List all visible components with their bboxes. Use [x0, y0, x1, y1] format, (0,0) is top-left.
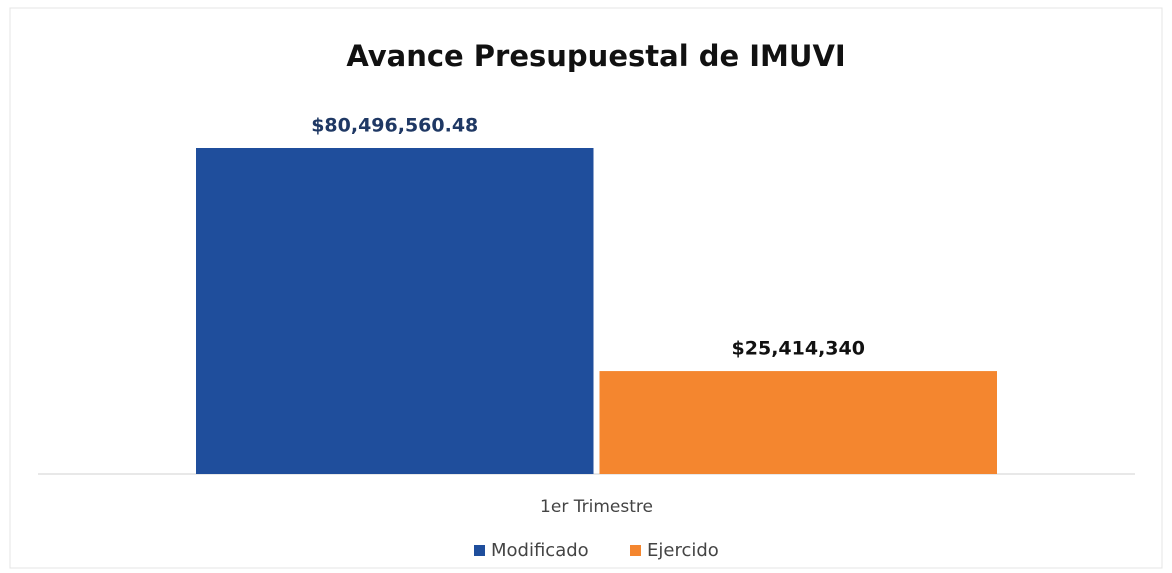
legend-label: Ejercido: [647, 540, 719, 561]
chart-title: Avance Presupuestal de IMUVI: [346, 39, 845, 73]
data-label: $80,496,560.48: [311, 115, 478, 137]
legend-swatch: [630, 545, 641, 556]
data-label: $25,414,340: [732, 338, 865, 360]
legend-swatch: [474, 545, 485, 556]
bar: [599, 371, 997, 474]
chart-border: [9, 7, 1163, 569]
x-tick-label: 1er Trimestre: [540, 497, 653, 517]
legend-label: Modificado: [491, 540, 589, 561]
bar: [196, 148, 594, 474]
